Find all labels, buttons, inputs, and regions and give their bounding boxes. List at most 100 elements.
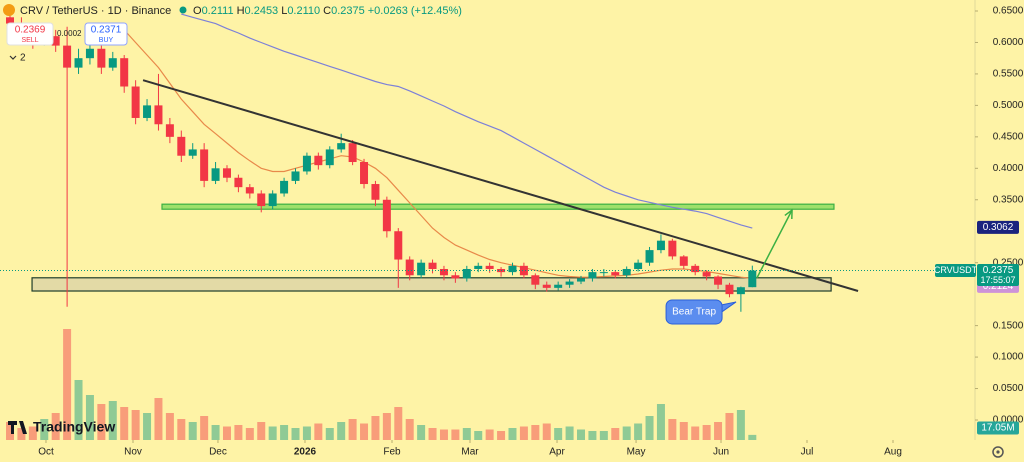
volume-bar xyxy=(531,425,540,440)
volume-bar xyxy=(280,425,289,440)
candle-body xyxy=(417,262,426,276)
candle-body xyxy=(280,180,289,194)
volume-bar xyxy=(74,380,83,440)
volume-bar xyxy=(656,404,665,440)
sell-button[interactable] xyxy=(6,22,54,46)
candle-body xyxy=(108,58,117,68)
spread: 0.0002 xyxy=(57,29,82,38)
volume-bar xyxy=(371,416,380,440)
candle-body xyxy=(302,155,311,172)
volume-bar xyxy=(485,429,494,440)
volume-bar xyxy=(725,413,734,440)
volume-bar xyxy=(28,426,37,440)
x-tick-label: Oct xyxy=(38,447,54,458)
candle-body xyxy=(577,278,586,282)
candle-body xyxy=(85,48,94,59)
candle-body xyxy=(131,86,140,118)
last-tag-name: CRVUSDT xyxy=(934,265,978,275)
volume-bar xyxy=(200,416,209,440)
candle-body xyxy=(611,272,620,276)
trendline xyxy=(142,79,859,292)
candle-body xyxy=(348,143,357,163)
y-tick-label: 0.5500 xyxy=(993,69,1024,80)
volume-bar xyxy=(302,426,311,440)
volume-tag xyxy=(977,421,1019,435)
y-tick-label: 0.4000 xyxy=(993,163,1024,174)
last-price-tag xyxy=(977,264,1019,287)
volume-bar xyxy=(348,419,357,440)
candle-body xyxy=(519,265,528,276)
ohlc: O0.2111 H0.2453 L0.2110 C0.2375 +0.0263 (+12… xyxy=(193,5,462,17)
y-tick-label: 0.6500 xyxy=(993,6,1024,17)
candle-body xyxy=(485,265,494,269)
sell-price: 0.2369 xyxy=(15,25,46,36)
moving-average xyxy=(123,29,753,279)
volume-bar xyxy=(234,425,243,440)
candle-body xyxy=(222,168,231,178)
candle-body xyxy=(405,259,414,276)
volume-bar xyxy=(51,413,60,440)
candle-body xyxy=(234,177,243,188)
symbol: CRV / TetherUS · 1D · Binance xyxy=(20,5,171,17)
arrow xyxy=(756,209,793,279)
candle-body xyxy=(702,272,711,277)
volume-bar xyxy=(97,404,106,440)
volume-bar xyxy=(291,428,300,440)
last-tag-name-box xyxy=(935,264,976,278)
y-tick-label: 0.0500 xyxy=(993,383,1024,394)
x-tick-label: Aug xyxy=(884,447,902,458)
buy-button[interactable] xyxy=(84,22,128,46)
callout-text: Bear Trap xyxy=(672,307,716,318)
volume-bar xyxy=(120,407,129,440)
brand-logo xyxy=(8,421,27,434)
volume-bar xyxy=(154,398,163,440)
volume-bar xyxy=(519,426,528,440)
x-tick-label: Jun xyxy=(713,447,729,458)
countdown: 17:55:07 xyxy=(980,275,1015,285)
buy-price: 0.2371 xyxy=(91,25,122,36)
volume-bar xyxy=(542,423,551,440)
l-key: L xyxy=(281,5,287,17)
candle-body xyxy=(508,265,517,273)
y-tick-label: 0.3500 xyxy=(993,194,1024,205)
volume-bar xyxy=(577,429,586,440)
candle-body xyxy=(314,155,323,166)
candle-body xyxy=(177,136,186,156)
candle-body xyxy=(382,199,391,232)
close: 0.2375 xyxy=(331,5,365,17)
volume-bar xyxy=(143,413,152,440)
volume-bar xyxy=(360,423,369,440)
candle-body xyxy=(588,272,597,279)
open: 0.2111 xyxy=(202,5,234,17)
sell-label: SELL xyxy=(21,37,38,44)
volume-bar xyxy=(394,407,403,440)
x-tick-label: Dec xyxy=(209,447,227,458)
c-key: C xyxy=(323,5,331,17)
low: 0.2110 xyxy=(287,5,320,17)
zone xyxy=(31,277,832,292)
volume-bar xyxy=(622,426,631,440)
candle-body xyxy=(656,240,665,251)
candle-body xyxy=(474,265,483,269)
volume-bar xyxy=(702,425,711,440)
volume-bar xyxy=(40,419,49,440)
candle-body xyxy=(51,36,60,46)
candle-body xyxy=(211,168,220,181)
volume-bar xyxy=(611,428,620,440)
x-tick-label: Nov xyxy=(124,447,142,458)
x-tick-label: Mar xyxy=(461,447,479,458)
settings-icon[interactable] xyxy=(992,446,1004,458)
candle-body xyxy=(337,143,346,150)
y-tick-label: 0.5000 xyxy=(993,100,1024,111)
brand-name: TradingView xyxy=(33,419,115,435)
candle-body xyxy=(143,105,152,118)
candle-body xyxy=(634,262,643,269)
y-tick-label: 0.1000 xyxy=(993,352,1024,363)
candle-body xyxy=(257,193,266,207)
volume-bar xyxy=(508,428,517,440)
collapse-chevron[interactable] xyxy=(9,55,17,60)
candle-body xyxy=(748,270,757,288)
volume-bar xyxy=(679,422,688,440)
volume-bar xyxy=(108,401,117,440)
callout-box xyxy=(665,299,723,325)
